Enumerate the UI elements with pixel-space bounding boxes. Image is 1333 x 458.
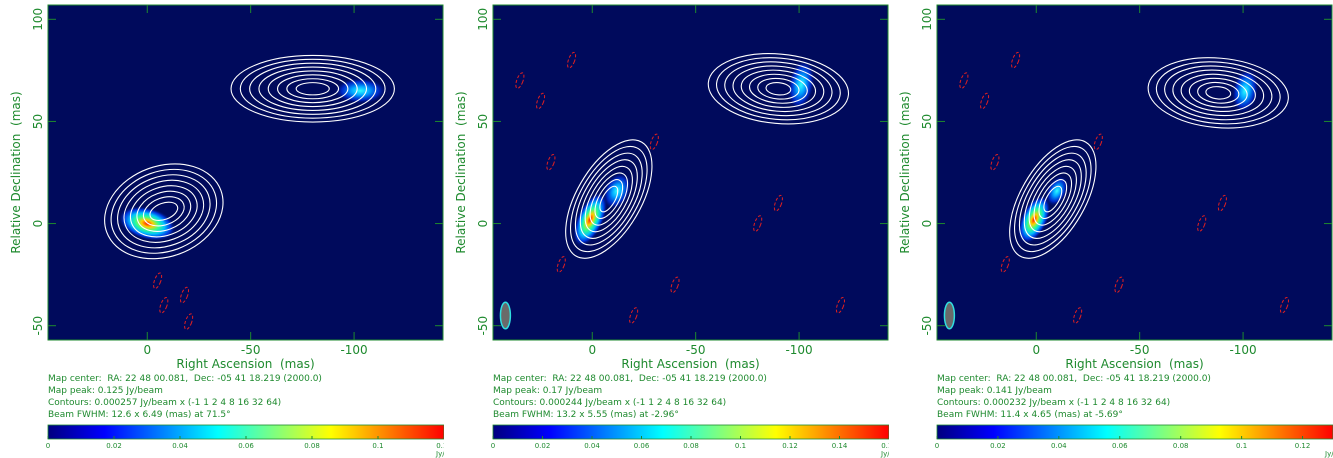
y-tick-label: 0 [920,220,934,228]
map-info: Map peak: 0.125 Jy/beam [48,386,163,396]
figure: 0 -50 -100 -50 0 50 100 Right Ascension (mas) Re… [0,0,1333,458]
colorbar-tick-label: 0.1 [372,442,383,450]
map-panel: 0 -50 -100 -50 0 50 100 Right Ascension (mas) Re… [445,0,889,458]
colorbar-tick-label: 0.14 [832,442,848,450]
y-tick-label: -50 [920,316,934,336]
map-info: Beam FWHM: 13.2 x 5.55 (mas) at -2.96° [493,410,679,420]
x-tick-label: 0 [588,343,596,357]
colorbar-tick-label: 0 [46,442,50,450]
x-tick-label: -100 [340,343,367,357]
colorbar-tick-label: 0.08 [304,442,320,450]
x-tick-label: -100 [1229,343,1256,357]
map-info: Beam FWHM: 11.4 x 4.65 (mas) at -5.69° [937,410,1123,420]
y-tick-label: 50 [476,114,490,129]
map-info: Map center: RA: 22 48 00.081, Dec: -05 4… [937,374,1211,384]
colorbar-tick-label: 0.06 [238,442,254,450]
y-tick-label: 50 [31,114,45,129]
map-info: Map peak: 0.17 Jy/beam [493,386,602,396]
x-tick-label: 0 [143,343,151,357]
colorbar-label: Jy/ [435,450,444,458]
plot-background [48,5,443,340]
colorbar-tick-label: 0.04 [584,442,600,450]
colorbar [937,425,1333,439]
colorbar-tick-label: 0.06 [634,442,650,450]
map-info: Contours: 0.000244 Jy/beam x (-1 1 2 4 8… [493,398,726,408]
colorbar-tick-label: 0.04 [1051,442,1067,450]
map-info: Map center: RA: 22 48 00.081, Dec: -05 4… [493,374,767,384]
colorbar-tick-label: 0.12 [782,442,798,450]
colorbar-tick-label: 0.02 [990,442,1006,450]
map-panel: 0 -50 -100 -50 0 50 100 Right Ascension (mas) Re… [889,0,1333,458]
colorbar-tick-label: 0 [491,442,495,450]
x-tick-label: 0 [1032,343,1040,357]
y-axis-label: Relative Declination (mas) [898,91,912,253]
colorbar-tick-label: 0 [935,442,939,450]
y-tick-label: 0 [31,220,45,228]
y-axis-label: Relative Declination (mas) [9,91,23,253]
colorbar-tick-label: 0.16 [881,442,889,450]
colorbar-tick-label: 0.12 [436,442,444,450]
colorbar-label: Jy/ [880,450,889,458]
y-tick-label: 100 [31,8,45,31]
y-axis-label: Relative Declination (mas) [454,91,468,253]
map-info: Beam FWHM: 12.6 x 6.49 (mas) at 71.5° [48,410,231,420]
y-tick-label: 100 [476,8,490,31]
colorbar-tick-label: 0.1 [1236,442,1247,450]
colorbar-tick-label: 0.06 [1112,442,1128,450]
colorbar-label: Jy/ [1324,450,1333,458]
y-tick-label: -50 [476,316,490,336]
x-tick-label: -50 [686,343,706,357]
x-axis-label: Right Ascension (mas) [1065,357,1203,371]
y-tick-label: 100 [920,8,934,31]
map-info: Contours: 0.000257 Jy/beam x (-1 1 2 4 8… [48,398,281,408]
colorbar-tick-label: 0.1 [735,442,746,450]
x-tick-label: -50 [241,343,261,357]
beam [500,302,510,329]
map-panel: 0 -50 -100 -50 0 50 100 Right Ascension (mas) Re… [0,0,444,458]
y-tick-label: 0 [476,220,490,228]
colorbar-tick-label: 0.12 [1295,442,1311,450]
colorbar-tick-label: 0.04 [172,442,188,450]
component [334,78,387,104]
y-tick-label: -50 [31,316,45,336]
x-axis-label: Right Ascension (mas) [176,357,314,371]
plot-background [937,5,1332,340]
map-info: Map center: RA: 22 48 00.081, Dec: -05 4… [48,374,322,384]
map-info: Map peak: 0.141 Jy/beam [937,386,1052,396]
colorbar-tick-label: 0.08 [1173,442,1189,450]
colorbar-tick-label: 0.08 [683,442,699,450]
x-tick-label: -100 [785,343,812,357]
plot-background [493,5,888,340]
map-info: Contours: 0.000232 Jy/beam x (-1 1 2 4 8… [937,398,1170,408]
x-axis-label: Right Ascension (mas) [621,357,759,371]
colorbar-tick-label: 0.02 [106,442,122,450]
x-tick-label: -50 [1130,343,1150,357]
beam [944,302,954,329]
y-tick-label: 50 [920,114,934,129]
colorbar-tick-label: 0.02 [535,442,551,450]
